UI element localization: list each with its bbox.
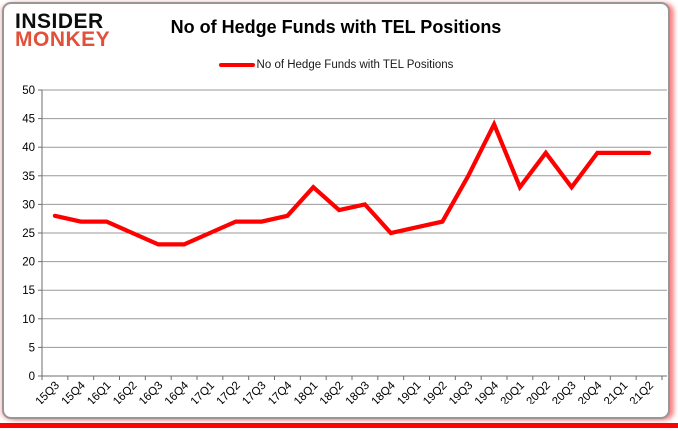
legend-line-swatch xyxy=(218,63,255,67)
legend: No of Hedge Funds with TEL Positions xyxy=(4,59,668,71)
x-tick-label: 17Q4 xyxy=(266,379,295,404)
chart-canvas: 0 5 10 15 20 25 30 35 40 45 50 15Q315Q416Q116Q216Q3… xyxy=(22,85,667,404)
brand-logo: INSIDER MONKEY xyxy=(15,10,111,51)
y-tick-label: 0 xyxy=(29,371,35,383)
x-tick-label: 16Q3 xyxy=(137,380,165,404)
x-tick-label: 16Q4 xyxy=(163,379,192,404)
chart-title: No of Hedge Funds with TEL Positions xyxy=(170,17,502,37)
x-tick-label: 20Q2 xyxy=(524,380,552,404)
x-tick-label: 18Q4 xyxy=(369,379,398,404)
x-tick-label: 20Q3 xyxy=(550,380,578,404)
y-tick-label: 5 xyxy=(29,342,35,354)
y-tick-label: 35 xyxy=(22,171,35,183)
y-tick-label: 20 xyxy=(22,257,35,269)
x-tick-label: 19Q4 xyxy=(473,379,502,404)
chart-card: INSIDER MONKEY No of Hedge Funds with TE… xyxy=(2,2,670,419)
y-tick-label: 45 xyxy=(22,114,35,126)
brand-line1: INSIDER xyxy=(15,10,104,33)
x-tick-label: 17Q3 xyxy=(240,380,268,404)
x-tick-label: 21Q1 xyxy=(602,380,630,404)
y-tick-label: 10 xyxy=(22,314,35,326)
y-tick-label: 40 xyxy=(22,142,35,154)
series-line xyxy=(52,119,652,247)
x-tick-label: 19Q1 xyxy=(395,380,423,404)
x-tick-label: 20Q1 xyxy=(499,380,527,404)
x-tick-label: 18Q1 xyxy=(292,380,320,404)
x-tick-label: 16Q2 xyxy=(111,380,139,404)
x-tick-label: 20Q4 xyxy=(576,379,605,404)
x-tick-label: 18Q2 xyxy=(318,380,346,404)
x-tick-label: 15Q4 xyxy=(59,379,88,404)
y-tick-label: 30 xyxy=(22,199,35,211)
legend-label: No of Hedge Funds with TEL Positions xyxy=(256,59,454,71)
y-tick-label: 50 xyxy=(22,85,35,97)
x-tick-label: 15Q3 xyxy=(34,380,62,404)
x-tick-label: 19Q2 xyxy=(421,380,449,404)
y-tick-label: 25 xyxy=(22,228,35,240)
x-tick-label: 17Q2 xyxy=(214,380,242,404)
x-tick-label: 21Q2 xyxy=(628,380,656,404)
x-tick-label: 17Q1 xyxy=(189,380,217,404)
y-tick-label: 15 xyxy=(22,285,35,297)
x-tick-label: 18Q3 xyxy=(344,380,372,404)
brand-line2: MONKEY xyxy=(15,27,111,51)
x-tick-label: 16Q1 xyxy=(85,380,113,404)
bottom-red-bar xyxy=(0,423,678,428)
x-tick-label: 19Q3 xyxy=(447,380,475,404)
